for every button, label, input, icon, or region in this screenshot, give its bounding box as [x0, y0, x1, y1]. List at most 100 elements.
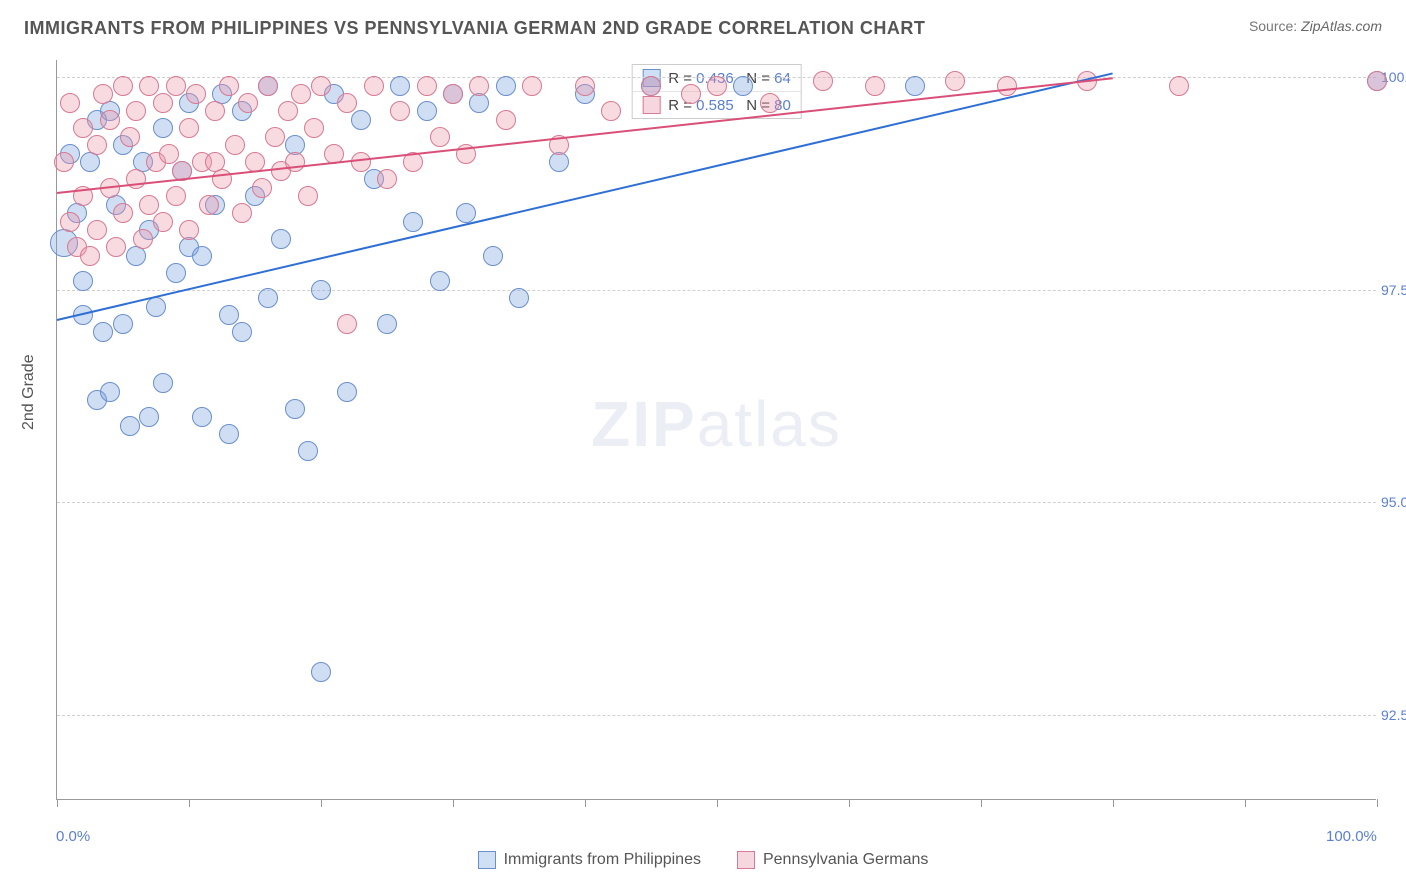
x-tick [1377, 799, 1378, 807]
data-point [106, 237, 126, 257]
data-point [232, 203, 252, 223]
x-tick [189, 799, 190, 807]
data-point [258, 288, 278, 308]
data-point [159, 144, 179, 164]
data-point [80, 152, 100, 172]
data-point [707, 76, 727, 96]
x-tick [453, 799, 454, 807]
data-point [403, 212, 423, 232]
data-point [285, 399, 305, 419]
data-point [153, 373, 173, 393]
data-point [166, 263, 186, 283]
y-tick-label: 92.5% [1381, 707, 1406, 723]
series-swatch [642, 96, 660, 114]
legend-label: Immigrants from Philippines [504, 851, 701, 869]
data-point [238, 93, 258, 113]
data-point [139, 76, 159, 96]
data-point [496, 76, 516, 96]
data-point [641, 76, 661, 96]
x-tick [1245, 799, 1246, 807]
source-value: ZipAtlas.com [1301, 18, 1382, 34]
data-point [73, 118, 93, 138]
data-point [80, 246, 100, 266]
data-point [219, 76, 239, 96]
data-point [232, 322, 252, 342]
data-point [133, 229, 153, 249]
data-point [205, 101, 225, 121]
data-point [390, 101, 410, 121]
data-point [126, 246, 146, 266]
data-point [192, 246, 212, 266]
data-point [113, 203, 133, 223]
data-point [199, 195, 219, 215]
watermark-rest: atlas [697, 388, 842, 460]
data-point [179, 220, 199, 240]
source-label: Source: [1249, 18, 1301, 34]
data-point [265, 127, 285, 147]
data-point [311, 280, 331, 300]
data-point [337, 382, 357, 402]
data-point [311, 662, 331, 682]
data-point [258, 76, 278, 96]
data-point [113, 76, 133, 96]
y-axis-title: 2nd Grade [20, 354, 38, 430]
data-point [865, 76, 885, 96]
data-point [225, 135, 245, 155]
data-point [212, 169, 232, 189]
data-point [87, 135, 107, 155]
data-point [681, 84, 701, 104]
y-tick-label: 97.5% [1381, 282, 1406, 298]
data-point [351, 152, 371, 172]
data-point [100, 382, 120, 402]
data-point [905, 76, 925, 96]
data-point [522, 76, 542, 96]
data-point [733, 76, 753, 96]
data-point [192, 407, 212, 427]
data-point [120, 416, 140, 436]
data-point [60, 93, 80, 113]
data-point [430, 127, 450, 147]
x-tick [321, 799, 322, 807]
data-point [153, 118, 173, 138]
data-point [126, 101, 146, 121]
data-point [813, 71, 833, 91]
data-point [252, 178, 272, 198]
data-point [100, 110, 120, 130]
data-point [430, 271, 450, 291]
chart-plot-area: ZIPatlas R = 0.436 N = 64R = 0.585 N = 8… [56, 60, 1376, 800]
x-tick [849, 799, 850, 807]
y-tick-label: 95.0% [1381, 494, 1406, 510]
data-point [219, 424, 239, 444]
data-point [496, 110, 516, 130]
data-point [291, 84, 311, 104]
data-point [153, 93, 173, 113]
legend-swatch [478, 851, 496, 869]
legend-swatch [737, 851, 755, 869]
x-tick [717, 799, 718, 807]
data-point [93, 84, 113, 104]
data-point [997, 76, 1017, 96]
gridline [57, 290, 1376, 291]
data-point [760, 93, 780, 113]
data-point [469, 76, 489, 96]
data-point [166, 186, 186, 206]
data-point [179, 118, 199, 138]
data-point [166, 76, 186, 96]
data-point [285, 152, 305, 172]
data-point [60, 212, 80, 232]
data-point [549, 152, 569, 172]
data-point [87, 220, 107, 240]
data-point [364, 76, 384, 96]
data-point [73, 271, 93, 291]
data-point [417, 101, 437, 121]
gridline [57, 715, 1376, 716]
data-point [337, 314, 357, 334]
data-point [311, 76, 331, 96]
source-attribution: Source: ZipAtlas.com [1249, 18, 1382, 34]
data-point [377, 314, 397, 334]
data-point [139, 195, 159, 215]
legend-label: Pennsylvania Germans [763, 851, 928, 869]
legend-item: Immigrants from Philippines [478, 851, 701, 869]
gridline [57, 502, 1376, 503]
data-point [271, 229, 291, 249]
